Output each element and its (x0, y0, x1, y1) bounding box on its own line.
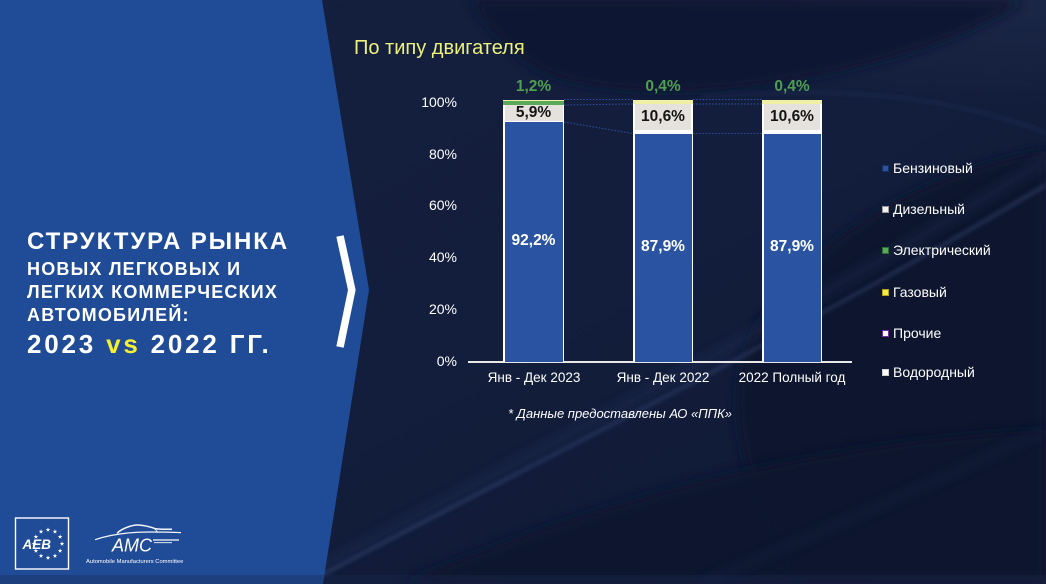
svg-text:Automobile Manufacturers Commi: Automobile Manufacturers Committee (86, 559, 183, 565)
svg-text:AMC: AMC (111, 536, 153, 556)
svg-text:AEB: AEB (22, 537, 52, 552)
